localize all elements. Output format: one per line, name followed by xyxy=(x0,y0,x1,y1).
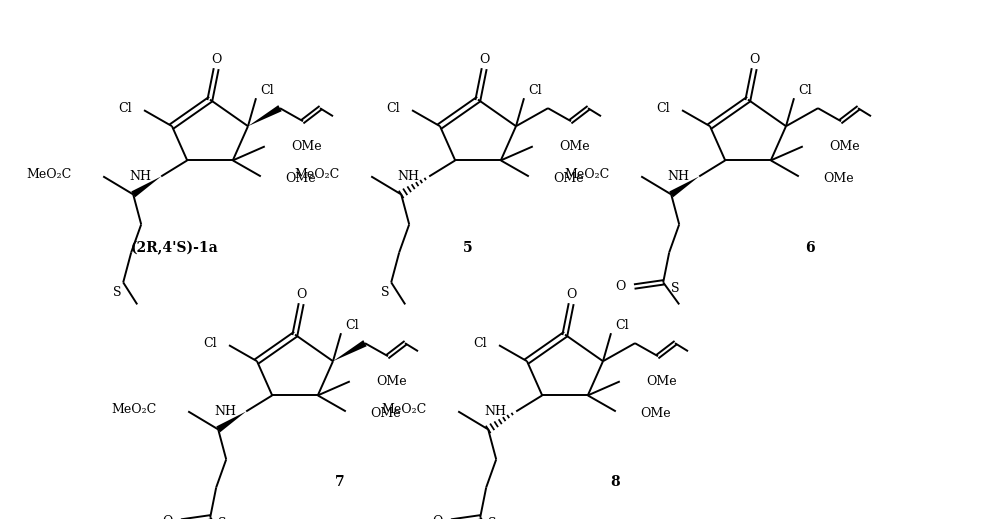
Text: OMe: OMe xyxy=(553,172,583,185)
Text: Cl: Cl xyxy=(615,319,629,332)
Text: O: O xyxy=(565,288,576,301)
Text: 6: 6 xyxy=(806,241,814,255)
Text: 7: 7 xyxy=(335,475,345,489)
Text: S: S xyxy=(218,517,227,519)
Text: O: O xyxy=(211,53,221,66)
Text: OMe: OMe xyxy=(285,172,315,185)
Text: O: O xyxy=(162,515,173,519)
Text: NH: NH xyxy=(129,170,151,183)
Text: OMe: OMe xyxy=(558,140,589,153)
Text: NH: NH xyxy=(397,170,420,183)
Text: MeO₂C: MeO₂C xyxy=(111,403,156,416)
Text: Cl: Cl xyxy=(118,102,132,115)
Polygon shape xyxy=(248,105,282,126)
Text: OMe: OMe xyxy=(370,407,401,420)
Text: MeO₂C: MeO₂C xyxy=(294,168,339,181)
Text: 8: 8 xyxy=(610,475,620,489)
Text: O: O xyxy=(432,515,442,519)
Text: O: O xyxy=(296,288,307,301)
Text: O: O xyxy=(749,53,759,66)
Text: Cl: Cl xyxy=(528,84,542,97)
Text: MeO₂C: MeO₂C xyxy=(26,168,71,181)
Text: OMe: OMe xyxy=(291,140,321,153)
Text: MeO₂C: MeO₂C xyxy=(563,168,609,181)
Text: S: S xyxy=(381,286,390,299)
Text: NH: NH xyxy=(484,405,506,418)
Text: Cl: Cl xyxy=(657,102,670,115)
Polygon shape xyxy=(216,412,246,432)
Text: OMe: OMe xyxy=(822,172,853,185)
Text: NH: NH xyxy=(668,170,689,183)
Text: O: O xyxy=(615,280,625,293)
Text: Cl: Cl xyxy=(798,84,811,97)
Text: (2R,4'S)-1a: (2R,4'S)-1a xyxy=(131,241,219,255)
Text: Cl: Cl xyxy=(203,337,217,350)
Polygon shape xyxy=(670,176,699,197)
Text: MeO₂C: MeO₂C xyxy=(381,403,427,416)
Text: NH: NH xyxy=(214,405,236,418)
Text: Cl: Cl xyxy=(386,102,400,115)
Text: OMe: OMe xyxy=(640,407,671,420)
Text: Cl: Cl xyxy=(345,319,359,332)
Text: Cl: Cl xyxy=(260,84,274,97)
Text: S: S xyxy=(488,517,497,519)
Text: O: O xyxy=(479,53,489,66)
Text: 5: 5 xyxy=(463,241,473,255)
Text: S: S xyxy=(672,282,680,295)
Polygon shape xyxy=(131,176,161,197)
Text: S: S xyxy=(113,286,121,299)
Text: OMe: OMe xyxy=(646,375,677,388)
Text: OMe: OMe xyxy=(828,140,859,153)
Text: Cl: Cl xyxy=(473,337,487,350)
Text: OMe: OMe xyxy=(376,375,407,388)
Polygon shape xyxy=(333,340,367,361)
